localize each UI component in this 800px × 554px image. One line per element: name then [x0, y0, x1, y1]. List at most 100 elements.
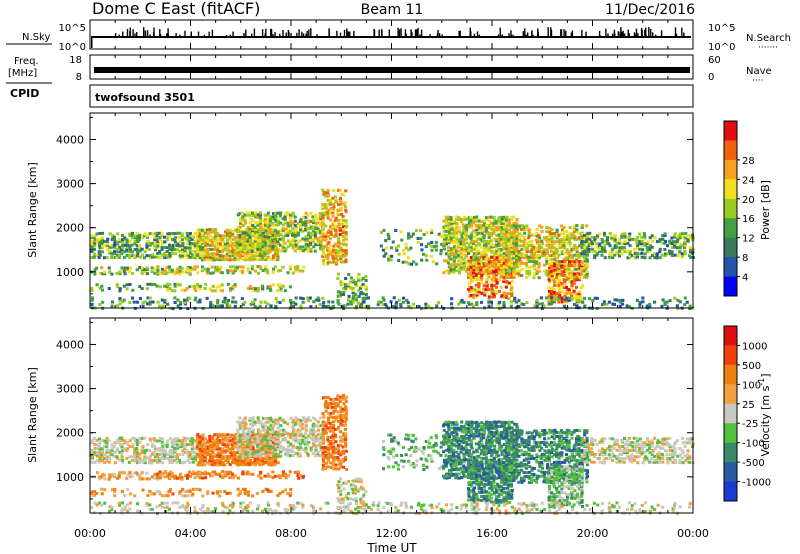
echo-cell [351, 296, 355, 300]
echo-cell [621, 298, 625, 302]
echo-cell [196, 253, 200, 257]
echo-cell [243, 458, 247, 462]
echo-cell [472, 256, 476, 260]
echo-cell [395, 248, 399, 252]
echo-cell [236, 428, 240, 432]
echo-cell [118, 270, 122, 274]
echo-cell [455, 269, 459, 273]
echo-cell [250, 267, 254, 271]
echo-cell [98, 244, 102, 248]
echo-cell [115, 256, 119, 260]
echo-cell [459, 265, 463, 269]
echo-cell [264, 267, 268, 271]
echo-cell [552, 251, 556, 255]
echo-cell [490, 264, 494, 268]
echo-cell [161, 461, 165, 465]
echo-cell [560, 240, 564, 244]
echo-cell [595, 242, 599, 246]
echo-cell [123, 441, 127, 445]
echo-cell [108, 232, 112, 236]
echo-cell [101, 473, 105, 476]
echo-cell [209, 303, 213, 307]
echo-cell [455, 225, 459, 229]
echo-cell [470, 257, 474, 261]
echo-cell [585, 273, 589, 277]
echo-cell [482, 239, 486, 243]
echo-cell [108, 457, 112, 460]
echo-cell [128, 283, 132, 286]
nsky-bar [122, 31, 124, 37]
echo-cell [228, 288, 232, 292]
echo-cell [294, 225, 298, 229]
echo-cell [585, 272, 589, 276]
echo-cell [512, 299, 516, 303]
echo-cell [253, 436, 257, 440]
echo-cell [658, 250, 662, 254]
echo-cell [253, 298, 257, 302]
echo-cell [344, 249, 348, 252]
echo-cell [510, 261, 514, 265]
echo-cell [236, 254, 240, 258]
echo-cell [95, 451, 99, 455]
echo-cell [485, 278, 489, 281]
echo-cell [128, 254, 132, 258]
echo-cell [125, 456, 129, 460]
echo-cell [457, 269, 461, 273]
echo-cell [560, 237, 564, 241]
nsky-bar [621, 31, 623, 37]
echo-cell [103, 453, 107, 457]
echo-cell [326, 247, 330, 250]
echo-cell [537, 257, 541, 261]
echo-cell [256, 450, 260, 454]
echo-cell [221, 449, 225, 453]
echo-cell [256, 428, 260, 432]
echo-cell [534, 238, 538, 242]
echo-cell [274, 245, 278, 249]
echo-cell [289, 229, 293, 233]
echo-cell [608, 244, 612, 248]
echo-cell [171, 307, 175, 311]
echo-cell [235, 241, 239, 245]
echo-cell [246, 229, 250, 233]
echo-cell [454, 215, 458, 219]
echo-cell [532, 266, 536, 270]
echo-cell [108, 460, 112, 464]
echo-cell [360, 302, 364, 306]
echo-cell [231, 444, 235, 448]
echo-cell [100, 272, 104, 276]
echo-cell [240, 423, 244, 426]
echo-cell [266, 447, 270, 451]
echo-cell [199, 238, 203, 242]
echo-cell [498, 239, 502, 243]
echo-cell [514, 269, 518, 273]
echo-cell [490, 277, 494, 281]
echo-cell [469, 215, 473, 219]
echo-cell [198, 284, 202, 288]
echo-cell [442, 227, 446, 231]
nsky-bar [645, 27, 647, 37]
echo-cell [512, 256, 516, 260]
echo-cell [663, 254, 667, 257]
echo-cell [455, 231, 459, 235]
echo-cell [168, 450, 172, 454]
echo-cell [313, 233, 317, 237]
echo-cell [502, 233, 506, 237]
echo-cell [676, 246, 680, 250]
echo-cell [590, 242, 594, 245]
echo-cell [238, 416, 242, 420]
echo-cell [316, 227, 320, 231]
echo-cell [253, 457, 257, 461]
echo-cell [175, 455, 179, 459]
echo-cell [510, 232, 514, 236]
echo-cell [196, 230, 200, 233]
nsky-bar [153, 27, 155, 37]
echo-cell [221, 437, 225, 441]
echo-cell [93, 234, 97, 237]
echo-cell [568, 241, 572, 245]
echo-cell [336, 250, 340, 254]
echo-cell [231, 437, 235, 441]
echo-cell [344, 231, 348, 235]
echo-cell [140, 271, 144, 275]
nsky-bar [203, 34, 206, 37]
echo-cell [538, 239, 542, 243]
